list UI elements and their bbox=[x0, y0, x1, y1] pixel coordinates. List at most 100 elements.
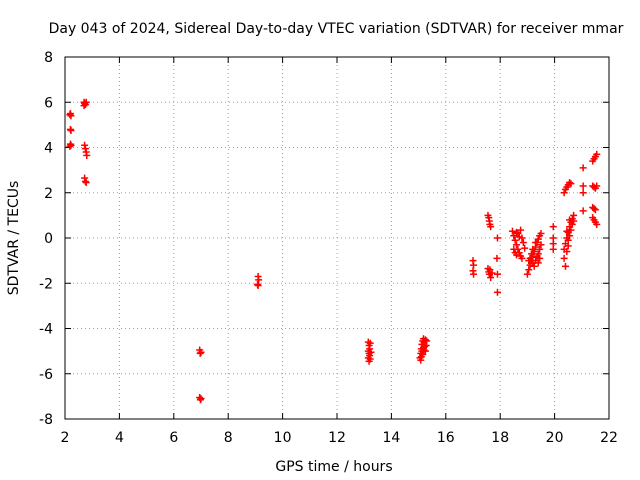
data-point bbox=[579, 164, 587, 172]
data-point bbox=[536, 254, 544, 262]
data-point bbox=[521, 244, 529, 252]
data-point bbox=[529, 245, 537, 253]
data-point bbox=[527, 250, 535, 258]
data-point bbox=[254, 282, 262, 290]
x-tick-label: 20 bbox=[546, 430, 564, 446]
data-point bbox=[591, 206, 599, 214]
data-point bbox=[417, 356, 425, 364]
data-point bbox=[518, 234, 526, 242]
data-point bbox=[493, 234, 501, 242]
y-tick-label: 0 bbox=[44, 231, 53, 247]
data-point bbox=[67, 112, 75, 120]
data-point bbox=[567, 180, 575, 188]
data-point bbox=[487, 223, 495, 231]
data-point bbox=[511, 236, 519, 244]
data-point bbox=[525, 257, 533, 265]
data-point bbox=[419, 344, 427, 352]
y-tick-labels: -8 -6 -4 -2 0 2 4 6 8 bbox=[39, 50, 53, 428]
data-point bbox=[590, 205, 598, 213]
data-point bbox=[197, 348, 205, 356]
y-tick-label: -2 bbox=[39, 276, 53, 292]
x-tick-label: 6 bbox=[169, 430, 178, 446]
data-point bbox=[81, 174, 89, 182]
y-axis-label: SDTVAR / TECUs bbox=[6, 181, 22, 296]
data-point bbox=[81, 141, 89, 149]
data-point bbox=[517, 226, 525, 234]
x-tick-label: 18 bbox=[491, 430, 509, 446]
data-point bbox=[493, 270, 501, 278]
x-tick-label: 8 bbox=[224, 430, 233, 446]
x-tick-label: 16 bbox=[437, 430, 455, 446]
data-point bbox=[567, 226, 575, 234]
data-point bbox=[513, 228, 521, 236]
data-point bbox=[66, 142, 74, 150]
x-tick-label: 12 bbox=[328, 430, 346, 446]
axis-ticks bbox=[64, 56, 610, 420]
y-tick-label: 2 bbox=[44, 186, 53, 202]
grid-lines bbox=[65, 57, 609, 419]
data-point bbox=[568, 220, 576, 228]
data-point bbox=[508, 227, 516, 235]
data-point bbox=[419, 351, 427, 359]
data-point bbox=[560, 254, 568, 262]
data-point bbox=[421, 336, 429, 344]
data-point bbox=[537, 229, 545, 237]
data-point bbox=[518, 254, 526, 262]
x-tick-label: 2 bbox=[61, 430, 70, 446]
data-point bbox=[560, 189, 568, 197]
data-point bbox=[423, 337, 431, 345]
data-point bbox=[566, 179, 574, 187]
data-point bbox=[82, 98, 90, 106]
data-point bbox=[82, 179, 90, 187]
data-point bbox=[196, 349, 204, 357]
y-tick-label: -8 bbox=[39, 412, 53, 428]
data-point bbox=[519, 239, 527, 247]
data-point bbox=[534, 259, 542, 267]
y-tick-label: 4 bbox=[44, 141, 53, 157]
data-point bbox=[66, 111, 74, 119]
x-axis-label: GPS time / hours bbox=[275, 459, 392, 475]
data-point bbox=[367, 348, 375, 356]
data-point bbox=[534, 250, 542, 258]
x-tick-label: 10 bbox=[274, 430, 292, 446]
x-tick-labels: 2 4 6 8 10 12 14 16 18 20 22 bbox=[61, 430, 618, 446]
data-point bbox=[510, 245, 518, 253]
data-point bbox=[67, 127, 75, 135]
data-point bbox=[487, 274, 495, 282]
y-tick-label: 8 bbox=[44, 50, 53, 66]
data-point bbox=[532, 239, 540, 247]
data-point bbox=[81, 145, 89, 153]
y-tick-label: 6 bbox=[44, 95, 53, 111]
data-points bbox=[66, 98, 601, 404]
data-point bbox=[537, 241, 545, 249]
data-point bbox=[470, 270, 478, 278]
data-point bbox=[593, 182, 601, 190]
data-point bbox=[536, 245, 544, 253]
data-point bbox=[579, 189, 587, 197]
data-point bbox=[525, 266, 533, 274]
data-point bbox=[488, 269, 496, 277]
data-point bbox=[564, 242, 572, 250]
x-tick-label: 22 bbox=[600, 430, 618, 446]
data-point bbox=[523, 270, 531, 278]
data-point bbox=[593, 150, 601, 158]
data-point bbox=[563, 248, 571, 256]
y-tick-label: -6 bbox=[39, 367, 53, 383]
data-point bbox=[366, 339, 374, 347]
data-point bbox=[579, 182, 587, 190]
data-point bbox=[593, 220, 601, 228]
data-point bbox=[570, 217, 578, 225]
data-point bbox=[549, 223, 557, 231]
y-tick-label: -4 bbox=[39, 322, 53, 338]
data-point bbox=[196, 396, 204, 404]
data-point bbox=[513, 251, 521, 259]
data-point bbox=[563, 227, 571, 235]
data-point bbox=[83, 151, 91, 159]
data-point bbox=[566, 232, 574, 240]
data-point bbox=[566, 216, 574, 224]
data-point bbox=[549, 245, 557, 253]
chart-title: Day 043 of 2024, Sidereal Day-to-day VTE… bbox=[49, 21, 624, 37]
x-tick-label: 14 bbox=[382, 430, 400, 446]
data-point bbox=[513, 241, 521, 249]
